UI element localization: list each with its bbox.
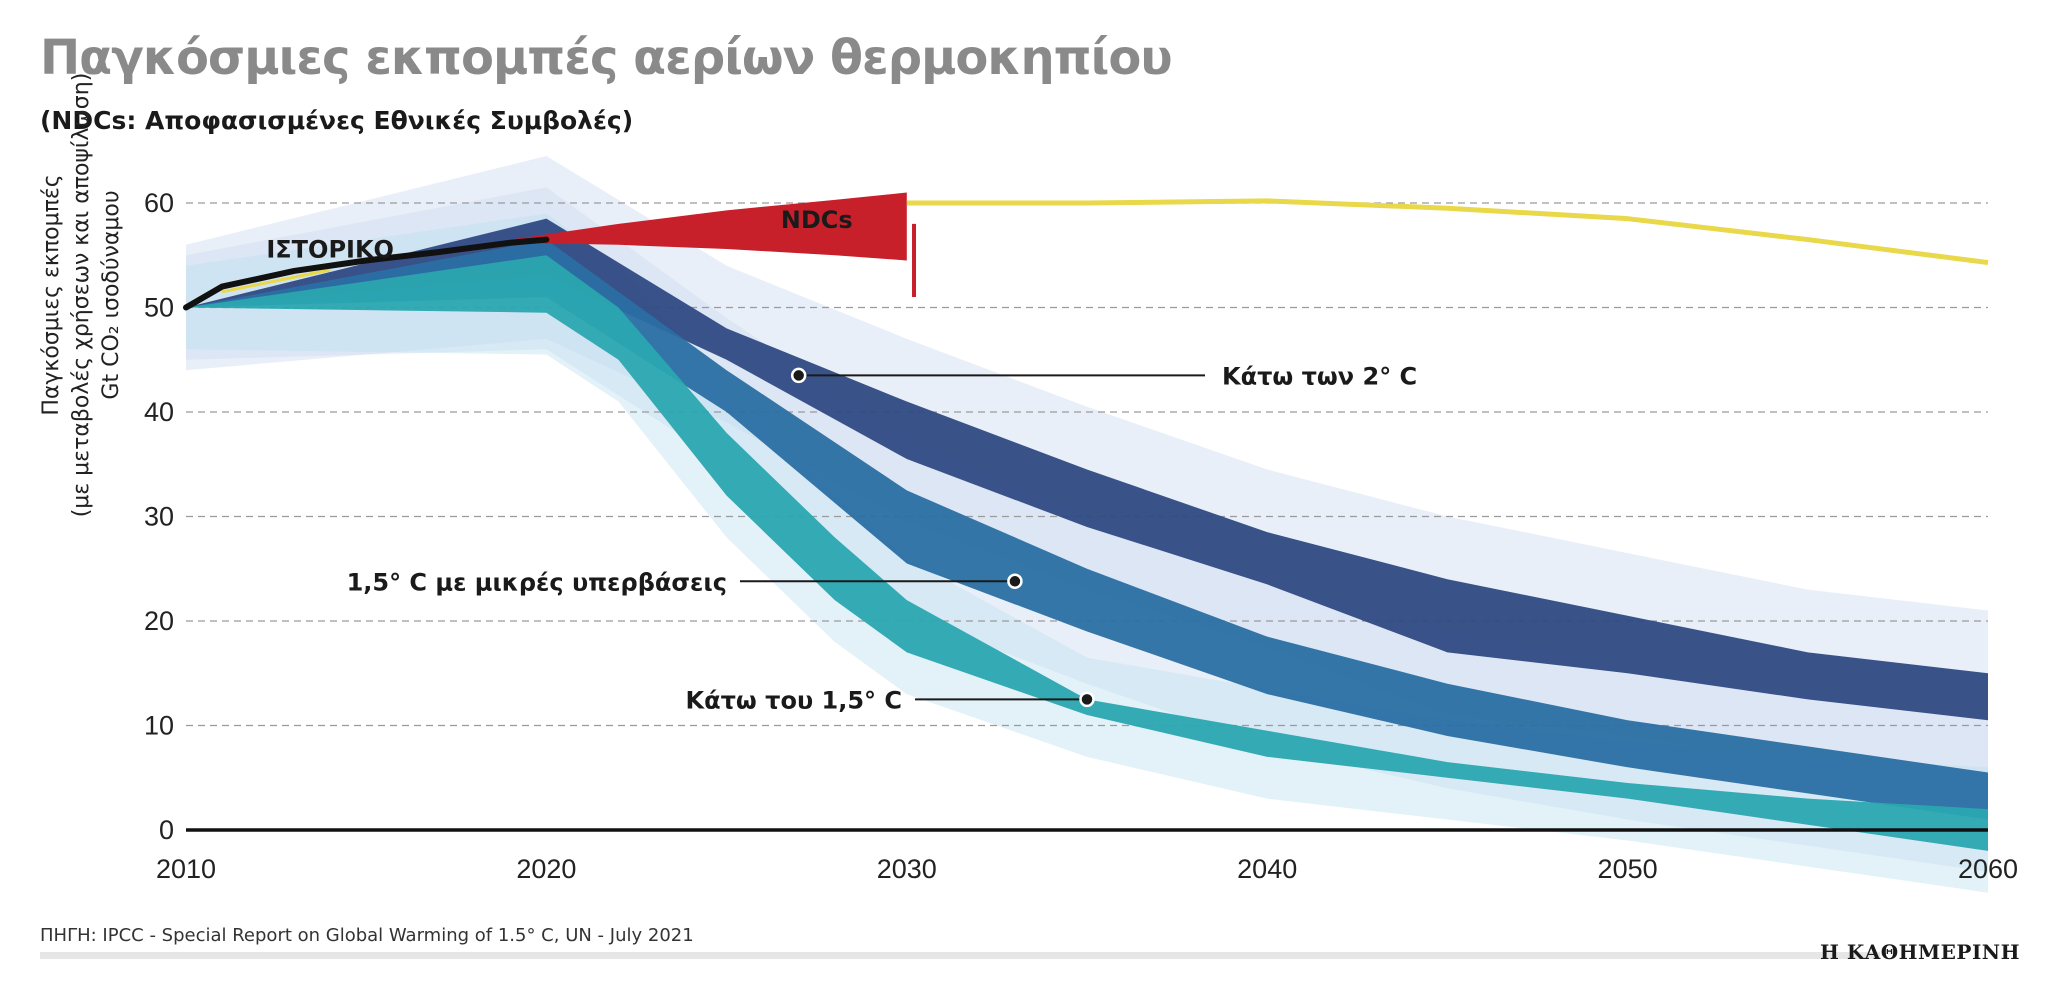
uncertainty-κάτω-του-1-5-c — [186, 213, 1988, 893]
chart-title: Παγκόσμιες εκπομπές αερίων θερμοκηπίου — [40, 30, 1173, 86]
history-line — [183, 236, 550, 311]
chart-subtitle: (NDCs: Αποφασισμένες Εθνικές Συμβολές) — [40, 106, 634, 135]
y-axis-label-line-3: Gt CO₂ ισοδύναμου — [99, 190, 124, 399]
footer-bar — [40, 952, 1880, 959]
band-ndcs — [510, 192, 907, 261]
label-below-1-5c: Κάτω του 1,5° C — [686, 686, 902, 714]
publisher-logo: Η ΚΑΘΗΜΕΡΙΝΗ — [1819, 940, 2020, 964]
label-history: ΙΣΤΟΡΙΚΟ — [266, 235, 394, 263]
y-tick-50: 50 — [144, 293, 174, 323]
x-tick-2040: 2040 — [1237, 854, 1297, 884]
label-overshoot-1-5c-dot — [1007, 573, 1023, 590]
y-tick-10: 10 — [144, 711, 174, 741]
source-note: ΠΗΓΗ: IPCC - Special Report on Global Wa… — [40, 925, 694, 946]
y-axis-label-group: Παγκόσμιες εκπομπές (με μεταβολές χρήσεων… — [39, 73, 124, 518]
x-tick-2020: 2020 — [516, 854, 576, 884]
y-tick-20: 20 — [144, 606, 174, 636]
annotation-layer: ΙΣΤΟΡΙΚΟ NDCs Κάτω των 2° C 1,5° C με μικρέ… — [266, 206, 1417, 714]
label-overshoot-1-5c: 1,5° C με μικρές υπερβάσεις — [347, 568, 727, 596]
label-ndcs: NDCs — [781, 206, 853, 234]
y-tick-40: 40 — [144, 397, 174, 427]
y-axis-label: Παγκόσμιες εκπομπές (με μεταβολές χρήσεων… — [39, 73, 124, 518]
x-tick-2050: 2050 — [1598, 854, 1658, 884]
reference-stub — [221, 268, 331, 294]
y-tick-60: 60 — [144, 188, 174, 218]
x-tick-2010: 2010 — [156, 854, 216, 884]
y-tick-30: 30 — [144, 502, 174, 532]
label-below-2c-dot — [790, 367, 807, 384]
reference-line — [906, 198, 1989, 266]
y-axis-label-line-1: Παγκόσμιες εκπομπές — [39, 174, 64, 415]
y-tick-0: 0 — [159, 815, 174, 845]
band-κάτω-των-2-c — [186, 218, 1988, 721]
x-tick-2060: 2060 — [1958, 854, 2018, 884]
band-layer — [186, 192, 1988, 851]
label-below-2c: Κάτω των 2° C — [1222, 362, 1417, 390]
x-tick-2030: 2030 — [877, 854, 937, 884]
y-axis-label-line-2: (με μεταβολές χρήσεων και αποψίλωση) — [69, 73, 94, 518]
line-layer — [183, 198, 1989, 311]
label-below-1-5c-dot — [1079, 691, 1095, 708]
